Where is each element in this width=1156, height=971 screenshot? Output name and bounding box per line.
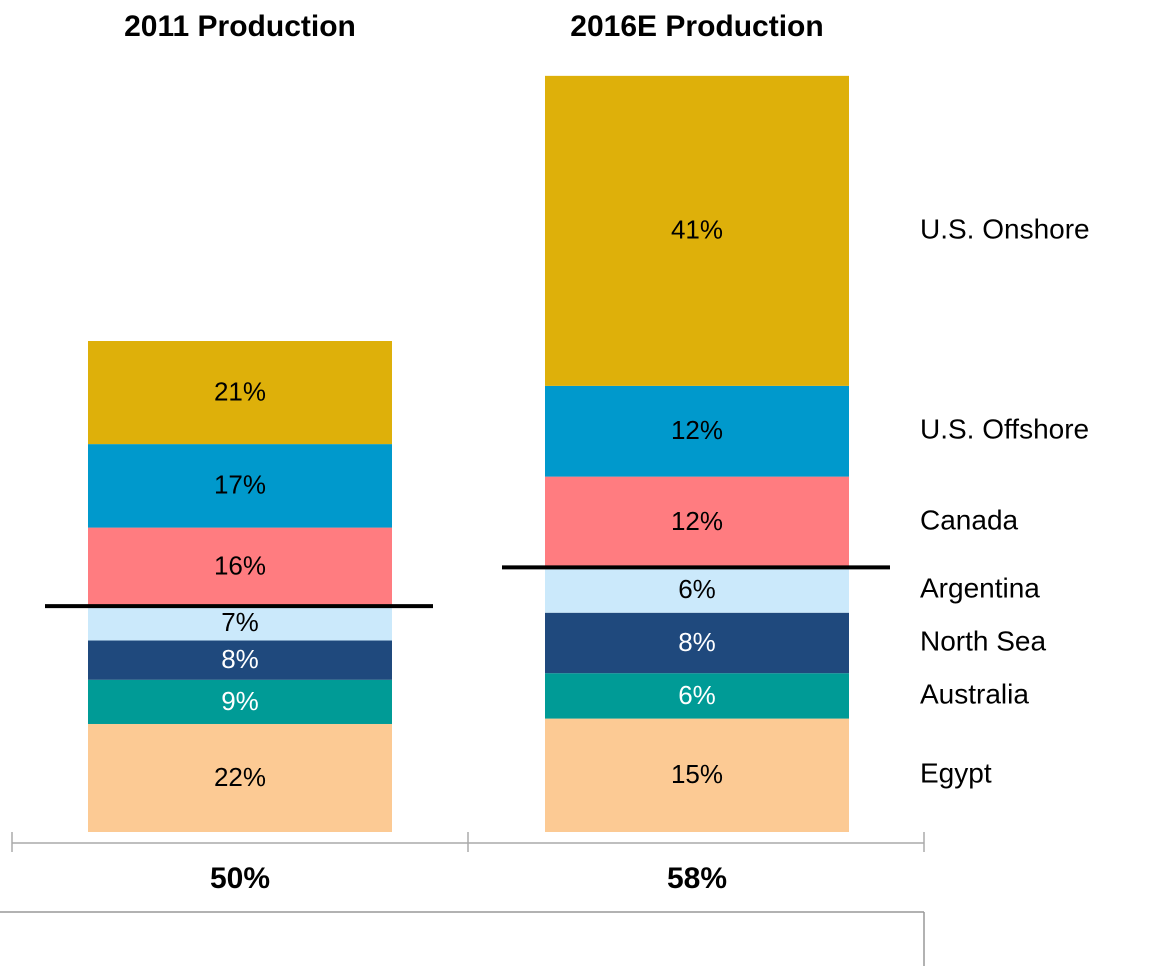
value-label: 41% (671, 215, 723, 245)
value-label: 16% (214, 551, 266, 581)
bar-segment (88, 606, 392, 641)
legend-label: Australia (920, 678, 1029, 709)
bar-segment (88, 640, 392, 680)
legend-label: U.S. Onshore (920, 213, 1090, 244)
bar-segment (545, 385, 849, 477)
value-label: 9% (221, 686, 259, 716)
value-label: 8% (678, 627, 716, 657)
value-label: 15% (671, 759, 723, 789)
category-label: 2011 Production (124, 10, 356, 43)
bar-segment (545, 718, 849, 832)
value-label: 21% (214, 376, 266, 406)
legend-label: North Sea (920, 625, 1046, 656)
footer-value: 50% (210, 862, 270, 895)
bar-segment (88, 527, 392, 607)
bar-segment (88, 679, 392, 724)
value-label: 6% (678, 680, 716, 710)
value-label: 22% (214, 762, 266, 792)
bar-segment (88, 444, 392, 528)
legend-label: Canada (920, 504, 1019, 535)
category-label: 2016E Production (570, 10, 823, 43)
value-label: 17% (214, 470, 266, 500)
value-label: 12% (671, 415, 723, 445)
bar-segment (545, 476, 849, 568)
bar-segment (88, 723, 392, 832)
legend-label: Argentina (920, 572, 1040, 603)
value-label: 6% (678, 574, 716, 604)
bar-segment (545, 612, 849, 674)
bar-segment (545, 567, 849, 613)
bar-segment (545, 75, 849, 386)
value-label: 7% (221, 607, 259, 637)
value-label: 8% (221, 644, 259, 674)
legend-label: Egypt (920, 758, 992, 789)
bar-segment (545, 673, 849, 719)
legend-label: U.S. Offshore (920, 414, 1089, 445)
footer-value: 58% (667, 862, 727, 895)
bar-segment (88, 341, 392, 445)
value-label: 12% (671, 506, 723, 536)
